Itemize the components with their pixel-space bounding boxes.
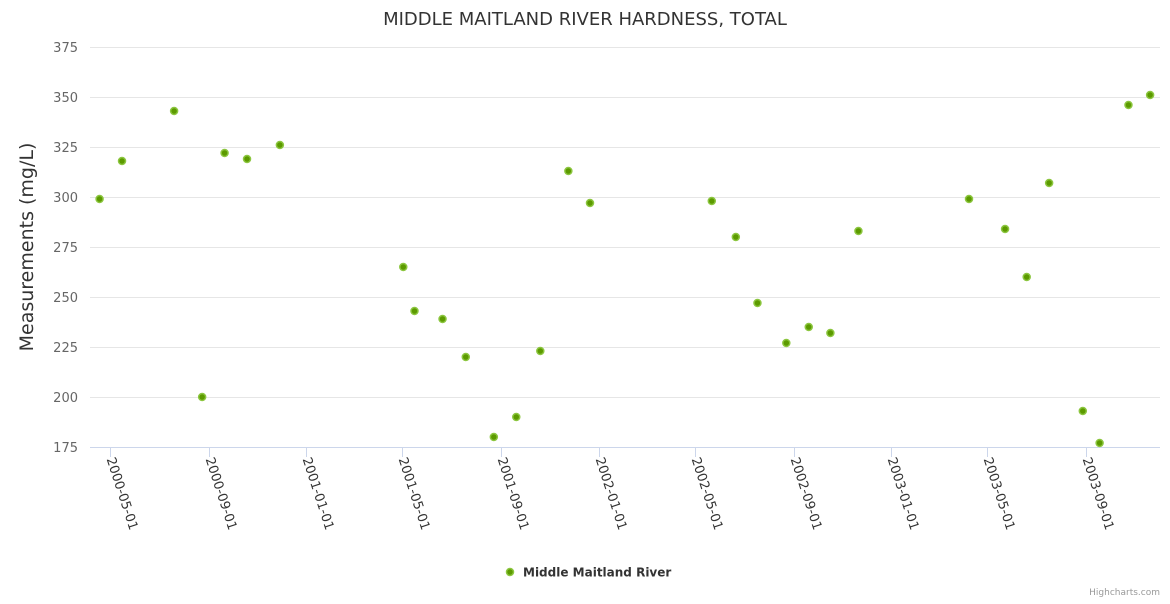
data-points <box>95 90 1155 448</box>
y-tick-label: 250 <box>53 291 78 306</box>
data-point[interactable] <box>585 198 595 208</box>
data-point[interactable] <box>169 106 179 116</box>
data-point[interactable] <box>489 432 499 442</box>
data-point[interactable] <box>1078 406 1088 416</box>
data-point[interactable] <box>707 196 717 206</box>
y-axis-ticks: 175 200 225 250 275 300 325 350 375 <box>53 41 78 456</box>
x-tick-label: 2003-01-01 <box>884 456 922 532</box>
data-point[interactable] <box>564 166 573 176</box>
legend-item-label[interactable]: Middle Maitland River <box>523 566 671 580</box>
data-point[interactable] <box>804 322 813 332</box>
y-tick-label: 175 <box>53 441 78 456</box>
data-point[interactable] <box>1145 90 1155 100</box>
legend[interactable]: Middle Maitland River <box>505 566 672 580</box>
data-point[interactable] <box>410 306 419 316</box>
data-point[interactable] <box>826 328 835 338</box>
data-point[interactable] <box>220 148 229 158</box>
data-point[interactable] <box>753 298 762 308</box>
data-point[interactable] <box>1044 178 1054 188</box>
data-point[interactable] <box>782 338 791 348</box>
y-tick-label: 375 <box>53 41 78 56</box>
data-point[interactable] <box>1000 224 1010 234</box>
x-tick-label: 2001-01-01 <box>299 456 337 532</box>
x-tick-label: 2002-05-01 <box>688 456 726 532</box>
x-tick-label: 2003-09-01 <box>1079 456 1117 532</box>
x-tick-label: 2001-09-01 <box>494 456 532 532</box>
data-point[interactable] <box>1095 438 1104 448</box>
y-tick-label: 275 <box>53 241 78 256</box>
data-point[interactable] <box>1022 272 1031 282</box>
x-tick-label: 2003-05-01 <box>980 456 1018 532</box>
gridlines <box>90 47 1160 448</box>
credits-link[interactable]: Highcharts.com <box>1089 588 1160 598</box>
x-tick-label: 2001-05-01 <box>395 456 433 532</box>
x-tick-label: 2000-09-01 <box>202 456 240 532</box>
x-axis-ticks: 2000-05-01 2000-09-01 2001-01-01 2001-05-01… <box>103 447 1117 532</box>
y-tick-label: 300 <box>53 191 78 206</box>
chart-title: MIDDLE MAITLAND RIVER HARDNESS, TOTAL <box>383 9 787 30</box>
data-point[interactable] <box>399 262 408 272</box>
x-tick-label: 2000-05-01 <box>103 456 141 532</box>
data-point[interactable] <box>95 194 104 204</box>
data-point[interactable] <box>854 226 863 236</box>
data-point[interactable] <box>1124 100 1133 110</box>
y-tick-label: 325 <box>53 141 78 156</box>
y-axis-label: Measurements (mg/L) <box>16 143 38 352</box>
data-point[interactable] <box>731 232 741 242</box>
x-tick-label: 2002-01-01 <box>592 456 630 532</box>
data-point[interactable] <box>536 346 545 356</box>
legend-marker <box>505 567 515 577</box>
x-tick-label: 2002-09-01 <box>787 456 825 532</box>
data-point[interactable] <box>275 140 285 150</box>
data-point[interactable] <box>461 352 471 362</box>
y-tick-label: 225 <box>53 341 78 356</box>
data-point[interactable] <box>242 154 252 164</box>
data-point[interactable] <box>964 194 974 204</box>
y-tick-label: 350 <box>53 91 78 106</box>
data-point[interactable] <box>512 412 521 422</box>
y-tick-label: 200 <box>53 391 78 406</box>
data-point[interactable] <box>197 392 207 402</box>
data-point[interactable] <box>438 314 447 324</box>
data-point[interactable] <box>117 156 127 166</box>
